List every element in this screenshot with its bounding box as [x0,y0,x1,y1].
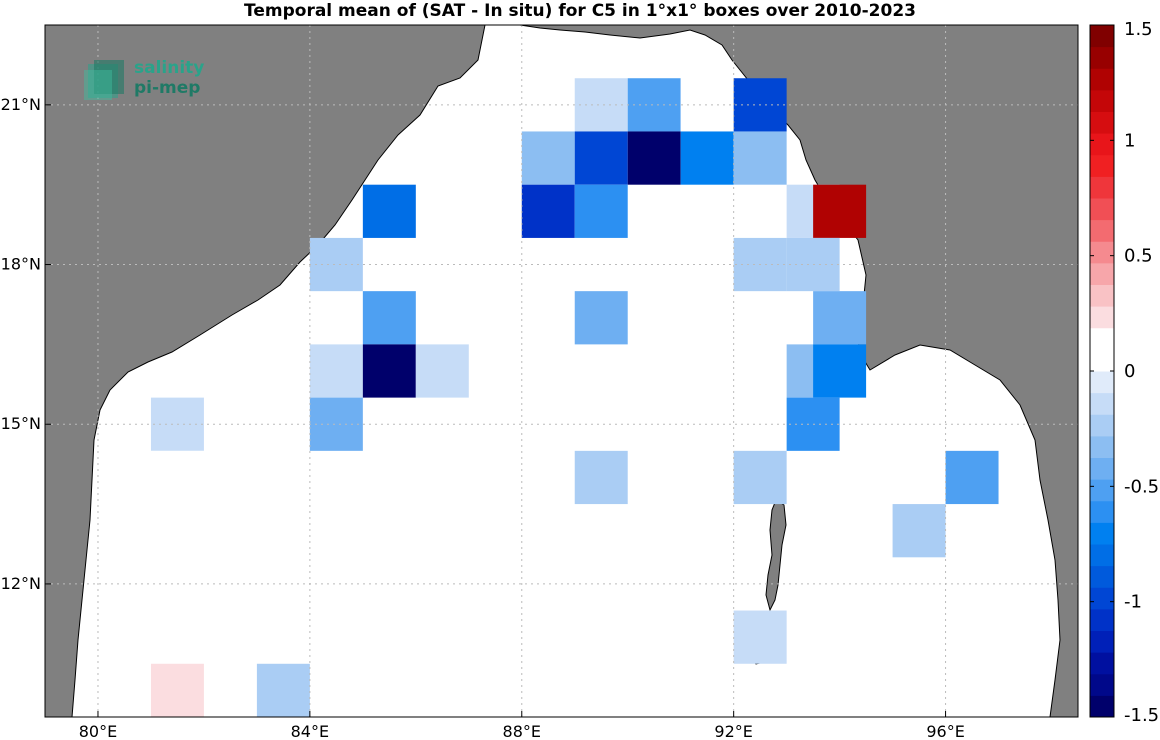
data-cell [813,184,867,238]
data-cell [813,344,867,398]
data-cell [813,291,867,345]
gridlines [45,25,1078,717]
colorbar [1089,24,1115,718]
colorbar-segment [1090,89,1114,112]
x-tick-label: 84°E [291,722,329,740]
data-cell [627,131,681,185]
colorbar-segment [1090,695,1114,718]
colorbar-segment [1090,154,1114,177]
x-tick-label: 88°E [503,722,541,740]
colorbar-segment [1090,392,1114,415]
data-cell [150,663,204,717]
colorbar-segment [1090,652,1114,675]
colorbar-segment [1090,111,1114,134]
colorbar-segment [1090,565,1114,588]
data-cell [150,450,204,505]
colorbar-tick-label: 1 [1124,130,1135,151]
colorbar-segment [1090,630,1114,653]
colorbar-segment [1090,522,1114,545]
colorbar-segment [1090,479,1114,502]
data-cell [150,610,204,664]
colorbar-segment [1090,587,1114,610]
data-cell [362,344,416,398]
land-india [45,25,486,717]
data-cell [415,344,469,398]
data-cell [733,610,787,664]
colorbar-segment [1090,25,1114,48]
colorbar-segment [1090,414,1114,437]
chart-title: Temporal mean of (SAT - In situ) for C5 … [244,1,916,21]
data-cell [309,344,363,398]
data-cell [521,131,575,185]
colorbar-segment [1090,500,1114,523]
data-cell [309,237,363,292]
data-cell [733,450,787,505]
data-cell [627,78,681,132]
colorbar-tick-label: -1.5 [1124,705,1159,726]
colorbar-segment [1090,46,1114,69]
data-cell [521,184,575,238]
y-tick-label: 21°N [1,95,41,114]
y-tick-label: 12°N [1,574,41,593]
y-axis-ticks: 21°N 18°N 15°N 12°N [1,95,51,593]
colorbar-segment [1090,544,1114,567]
data-cell [574,78,628,132]
colorbar-segment [1090,68,1114,91]
land-andaman-islands [765,499,787,612]
colorbar-tick-label: -0.5 [1124,476,1159,497]
plot-frame [44,24,1079,718]
x-axis-ticks: 80°E 84°E 88°E 92°E 96°E [79,711,965,740]
data-cell [256,663,310,717]
colorbar-segment [1090,262,1114,285]
data-cell [309,397,363,451]
x-tick-label: 96°E [926,722,964,740]
colorbar-ticks: 1.5 1 0.5 0 -0.5 -1 -1.5 [1090,19,1159,726]
colorbar-segment [1090,219,1114,242]
colorbar-segment [1090,284,1114,307]
colorbar-segment [1090,327,1114,350]
data-cell [892,504,946,558]
colorbar-tick-label: 0.5 [1124,246,1153,267]
x-tick-label: 80°E [79,722,117,740]
land-myanmar [519,25,1078,717]
data-cell [362,291,416,345]
data-cell [945,450,999,505]
logo-line2: pi-mep [134,78,201,98]
data-cell [574,184,628,238]
x-tick-label: 92°E [714,722,752,740]
salinity-pi-mep-logo: salinity pi-mep [84,58,224,106]
data-cell [574,450,628,505]
colorbar-segment [1090,435,1114,458]
colorbar-segment [1090,133,1114,156]
colorbar-segment [1090,349,1114,372]
data-cell [362,184,416,238]
data-cell [574,291,628,345]
colorbar-segment [1090,306,1114,329]
colorbar-segment [1090,241,1114,264]
colorbar-tick-label: 0 [1124,361,1135,382]
colorbar-tick-label: -1 [1124,592,1142,613]
data-cell [680,131,734,185]
y-tick-label: 15°N [1,414,41,433]
data-cell [733,131,787,185]
colorbar-segment [1090,371,1114,394]
colorbar-tick-label: 1.5 [1124,19,1153,40]
colorbar-segment [1090,176,1114,199]
data-cell [574,131,628,185]
colorbar-segment [1090,198,1114,221]
colorbar-segment [1090,673,1114,696]
logo-mark-icon [84,60,124,100]
y-tick-label: 18°N [1,255,41,274]
logo-line1: salinity [134,58,205,78]
colorbar-segment [1090,608,1114,631]
colorbar-segment [1090,457,1114,480]
